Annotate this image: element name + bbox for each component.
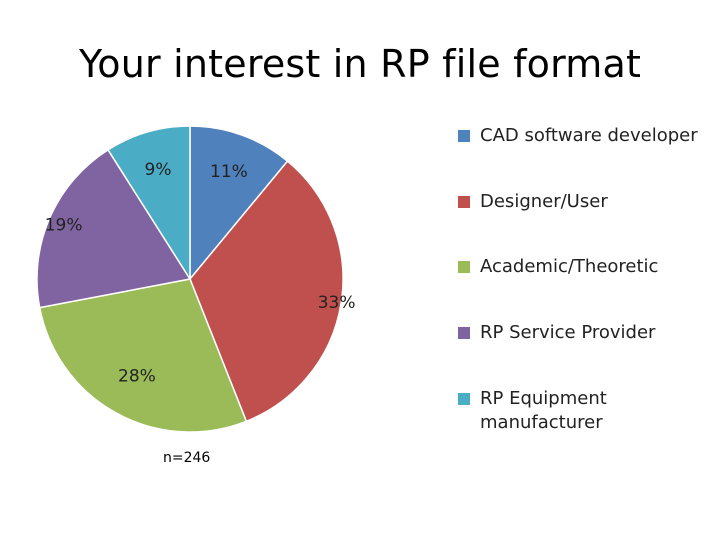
legend-swatch: [458, 393, 470, 405]
data-label-academic-theoretic: 28%: [118, 367, 156, 387]
legend-label: RP Equipment manufacturer: [480, 388, 607, 433]
data-label-rp-equipment-manufacturer: 9%: [145, 160, 172, 180]
pie-slice-rp-service-provider: [36, 148, 192, 309]
data-label-rp-service-provider: 19%: [45, 215, 83, 235]
legend-item-designer-user: Designer/User: [458, 190, 718, 214]
legend-swatch: [458, 261, 470, 273]
legend-swatch: [458, 196, 470, 208]
legend-label: CAD software developer: [480, 125, 698, 146]
legend-item-rp-equipment-manufacturer: RP Equipment manufacturer: [458, 387, 618, 435]
legend-item-academic-theoretic: Academic/Theoretic: [458, 255, 718, 279]
data-label-designer-user: 33%: [318, 293, 356, 313]
pie-slice-academic-theoretic: [38, 278, 248, 433]
legend-swatch: [458, 327, 470, 339]
legend-label: RP Service Provider: [480, 322, 656, 343]
legend-item-cad-software-developer: CAD software developer: [458, 124, 718, 148]
pie-slice-designer-user: [189, 160, 344, 423]
legend-label: Academic/Theoretic: [480, 256, 659, 277]
legend-swatch: [458, 130, 470, 142]
legend-label: Designer/User: [480, 191, 608, 212]
chart-title: Your interest in RP file format: [78, 42, 642, 86]
data-label-cad-software-developer: 11%: [210, 162, 248, 182]
legend-item-rp-service-provider: RP Service Provider: [458, 321, 718, 345]
pie-slice-rp-equipment-manufacturer: [106, 125, 191, 282]
pie-slice-cad-software-developer: [189, 125, 289, 282]
sample-size-note: n=246: [163, 450, 211, 466]
